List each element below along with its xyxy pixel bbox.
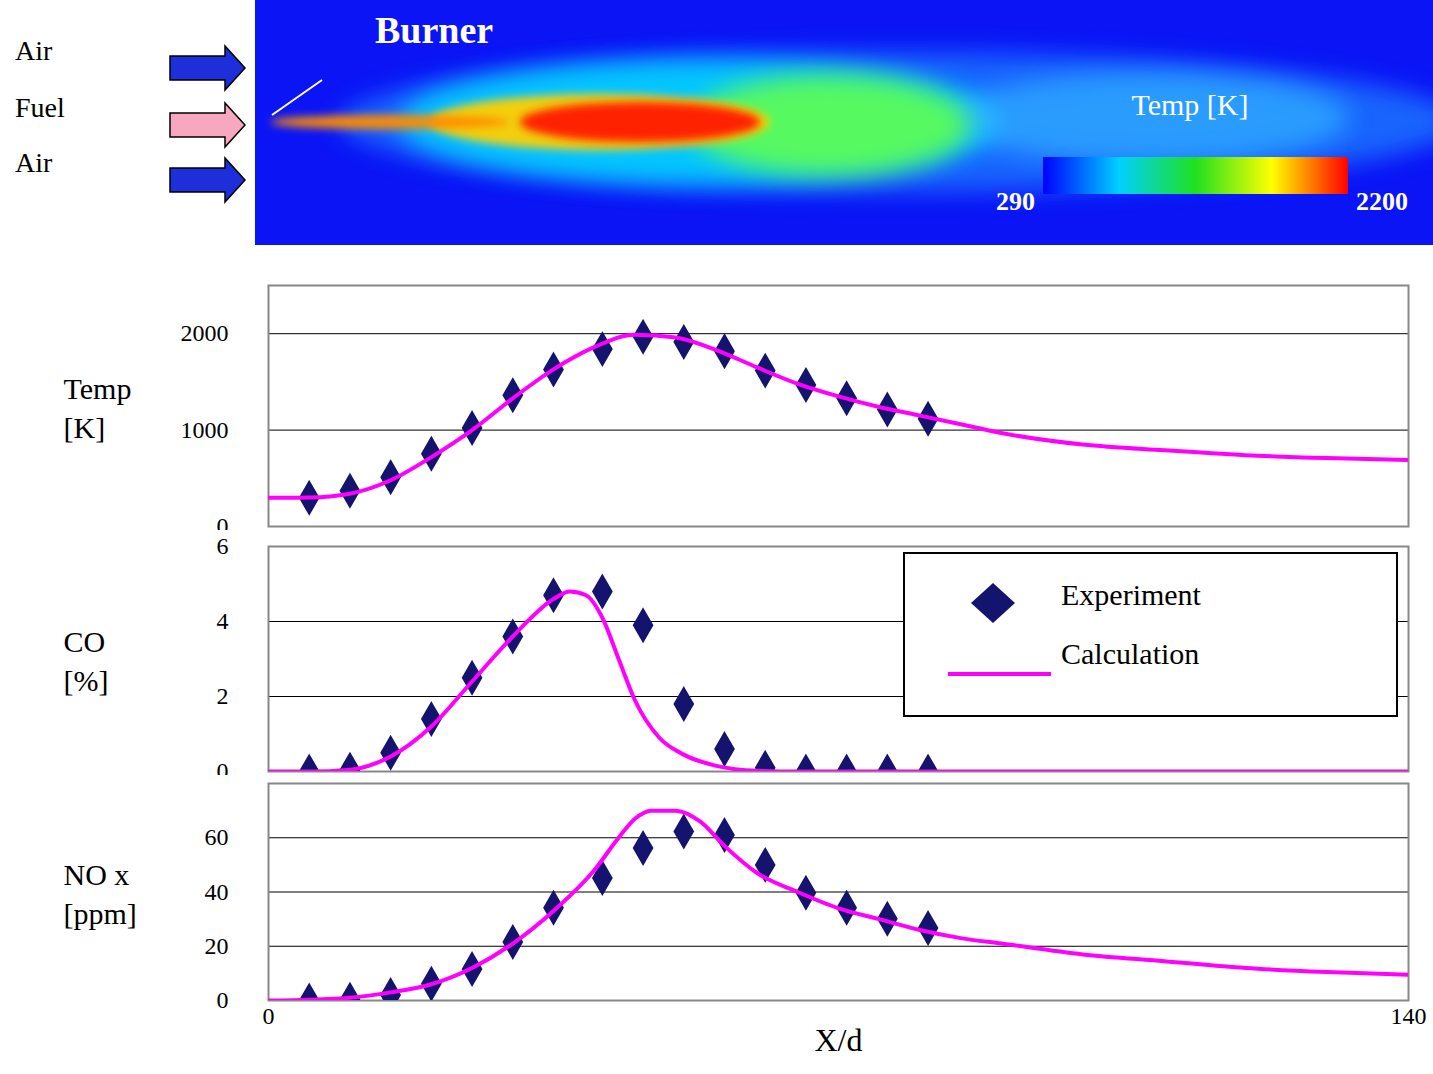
svg-text:Air: Air bbox=[15, 35, 53, 66]
svg-text:20: 20 bbox=[205, 933, 229, 959]
svg-text:0: 0 bbox=[216, 513, 229, 540]
svg-text:40: 40 bbox=[205, 879, 229, 905]
svg-text:2200: 2200 bbox=[1356, 187, 1408, 216]
svg-text:Temp [K]: Temp [K] bbox=[1131, 88, 1248, 121]
svg-text:290: 290 bbox=[996, 187, 1035, 216]
svg-text:60: 60 bbox=[205, 824, 229, 850]
svg-text:4: 4 bbox=[217, 608, 229, 634]
svg-text:0: 0 bbox=[217, 987, 229, 1013]
svg-text:Temp[K]: Temp[K] bbox=[64, 372, 132, 444]
svg-text:X/d: X/d bbox=[815, 1022, 863, 1058]
svg-text:1000: 1000 bbox=[181, 417, 229, 443]
svg-text:0: 0 bbox=[216, 758, 229, 785]
svg-text:0: 0 bbox=[263, 1003, 275, 1029]
svg-text:Air: Air bbox=[15, 147, 53, 178]
svg-text:Calculation: Calculation bbox=[1061, 637, 1199, 670]
svg-text:NO x[ppm]: NO x[ppm] bbox=[64, 858, 137, 930]
svg-text:2: 2 bbox=[217, 683, 229, 709]
svg-text:Burner: Burner bbox=[375, 9, 493, 51]
svg-text:6: 6 bbox=[217, 533, 229, 559]
svg-text:CO[%]: CO[%] bbox=[64, 625, 109, 697]
svg-text:Experiment: Experiment bbox=[1061, 578, 1202, 611]
svg-text:140: 140 bbox=[1391, 1003, 1427, 1029]
svg-text:2000: 2000 bbox=[181, 320, 229, 346]
svg-text:Fuel: Fuel bbox=[15, 92, 65, 123]
